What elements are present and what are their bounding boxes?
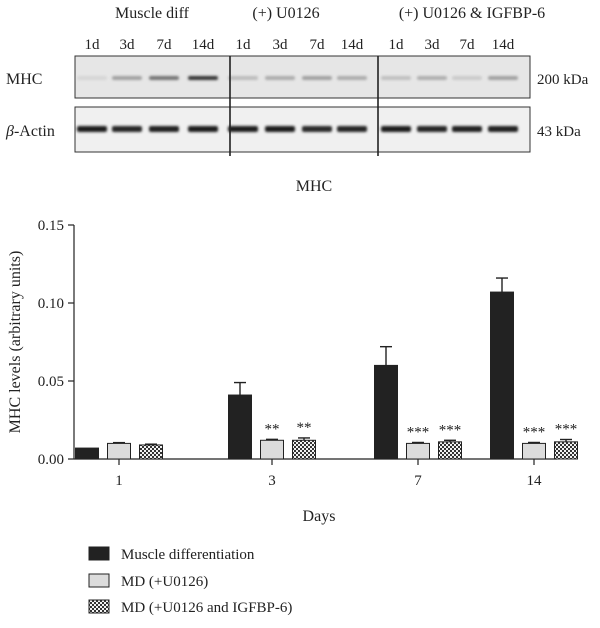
significance-label: *** — [555, 422, 578, 438]
x-axis-ticks: 1 3 7 14 — [115, 459, 542, 489]
blot-lane-label: 3d — [425, 37, 441, 53]
legend: Muscle differentiation MD (+U0126) MD (+U0… — [88, 546, 292, 616]
y-tick-label: 0.00 — [38, 452, 64, 468]
blot-row-label-mhc: MHC — [6, 71, 42, 88]
blot-group-label: (+) U0126 — [252, 5, 319, 22]
blot-band — [112, 126, 142, 132]
blot-band — [337, 126, 367, 132]
bar — [554, 441, 578, 460]
blot-band — [149, 126, 179, 132]
blot-lane-label: 3d — [273, 37, 289, 53]
blot-lane-labels: 1d 3d 7d 14d 1d 3d 7d 14d 1d 3d 7d 14d — [85, 37, 515, 53]
significance-label: *** — [439, 422, 462, 438]
x-tick-label: 1 — [115, 473, 123, 489]
blot-band — [417, 76, 447, 80]
bar — [75, 447, 99, 460]
bar — [374, 364, 398, 460]
blot-band — [488, 126, 518, 132]
blot-lane-label: 14d — [341, 37, 364, 53]
y-tick-label: 0.15 — [38, 218, 64, 234]
blot-band — [417, 126, 447, 132]
bar — [228, 394, 252, 460]
blot-band — [228, 126, 258, 132]
blot-group-label: Muscle diff — [115, 5, 190, 22]
legend-swatch — [88, 546, 110, 561]
blot-band — [452, 76, 482, 80]
y-tick-label: 0.10 — [38, 296, 64, 312]
blot-band — [452, 126, 482, 132]
blot-lane-label: 14d — [492, 37, 515, 53]
y-axis-ticks: 0.00 0.05 0.10 0.15 — [38, 218, 74, 468]
blot-band — [265, 76, 295, 80]
x-tick-label: 3 — [268, 473, 276, 489]
blot-group-label: (+) U0126 & IGFBP-6 — [399, 5, 545, 22]
significance-label: ** — [297, 420, 312, 436]
blot-band — [302, 126, 332, 132]
blot-band — [381, 76, 411, 80]
bar — [292, 439, 316, 460]
blot-band — [265, 126, 295, 132]
blot-band — [77, 126, 107, 132]
y-tick-label: 0.05 — [38, 374, 64, 390]
blot-row-label-actin: β-Actin — [5, 123, 55, 140]
bar — [107, 442, 131, 460]
legend-swatch — [88, 573, 110, 588]
blot-bands — [77, 76, 518, 132]
blot-lane-label: 1d — [85, 37, 101, 53]
y-axis-label: MHC levels (arbitrary units) — [7, 251, 24, 434]
legend-swatch — [88, 599, 110, 614]
bar — [406, 442, 430, 460]
bar — [490, 291, 514, 460]
bar — [438, 441, 462, 460]
chart-title: MHC — [296, 178, 332, 195]
blot-lane-label: 7d — [157, 37, 173, 53]
legend-label: MD (+U0126) — [121, 574, 208, 590]
bar — [522, 442, 546, 460]
western-blot: Muscle diff (+) U0126 (+) U0126 & IGFBP-… — [5, 5, 589, 156]
blot-size-label-mhc: 200 kDa — [537, 72, 589, 88]
bar-chart: MHC 0.000.050.100.15 1 3 7 14 ** ** *** *** ***… — [7, 178, 578, 616]
blot-band — [112, 76, 142, 80]
blot-band — [488, 76, 518, 80]
bars: ** ** *** *** *** *** — [75, 277, 578, 460]
significance-label: ** — [265, 421, 280, 437]
legend-label: MD (+U0126 and IGFBP-6) — [121, 600, 292, 616]
blot-band — [188, 76, 218, 80]
blot-band — [228, 76, 258, 80]
significance-label: *** — [407, 424, 430, 440]
blot-lane-label: 1d — [389, 37, 405, 53]
legend-label: Muscle differentiation — [121, 547, 255, 563]
blot-size-label-actin: 43 kDa — [537, 124, 581, 140]
blot-band — [337, 76, 367, 80]
bar — [139, 444, 163, 460]
blot-lane-label: 1d — [236, 37, 252, 53]
x-axis-label: Days — [303, 508, 336, 525]
blot-lane-label: 3d — [120, 37, 136, 53]
bar — [260, 439, 284, 460]
x-tick-label: 14 — [527, 473, 543, 489]
blot-band — [302, 76, 332, 80]
significance-label: *** — [523, 424, 546, 440]
blot-lane-label: 7d — [460, 37, 476, 53]
blot-band — [149, 76, 179, 80]
blot-band — [381, 126, 411, 132]
blot-band — [188, 126, 218, 132]
x-tick-label: 7 — [414, 473, 422, 489]
blot-band — [77, 76, 107, 80]
blot-lane-label: 7d — [310, 37, 326, 53]
blot-lane-label: 14d — [192, 37, 215, 53]
